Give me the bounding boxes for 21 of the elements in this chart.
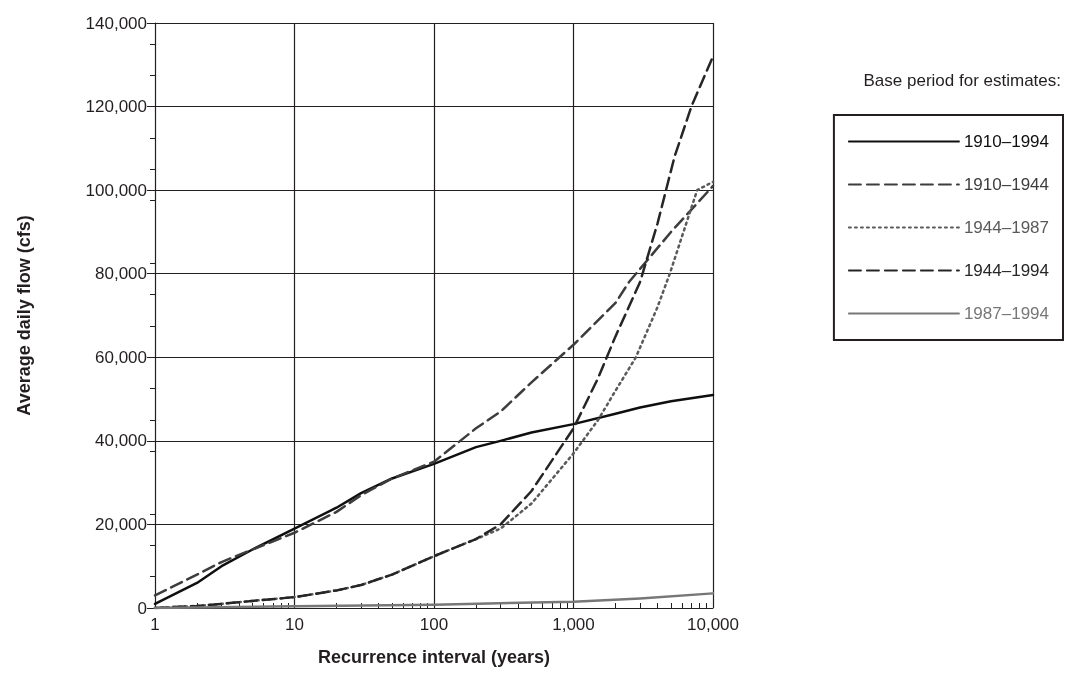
text: 1987–1994 (963, 304, 1049, 323)
x-tick-label: 1,000 (552, 615, 595, 634)
text: 1910–1944 (963, 175, 1049, 194)
text: 1944–1987 (963, 218, 1049, 237)
y-tick-label: 80,000 (95, 264, 147, 284)
x-tick-label: 10 (285, 615, 304, 634)
text: 1944–1994 (963, 261, 1049, 280)
x-tick-label: 1 (150, 615, 160, 634)
legend-title: Base period for estimates: (863, 71, 1061, 90)
y-tick-label: 100,000 (85, 180, 147, 200)
x-tick-label: 100 (419, 615, 449, 634)
y-tick-label: 60,000 (95, 347, 147, 367)
y-tick-label: 0 (137, 598, 147, 618)
x-axis-title: Recurrence interval (years) (317, 647, 551, 667)
y-tick-label: 40,000 (95, 431, 147, 451)
text: 1910–1994 (963, 132, 1049, 151)
y-tick-label: 20,000 (95, 514, 147, 534)
x-tick-label: 10,000 (687, 615, 739, 634)
y-axis-title: Average daily flow (cfs) (14, 215, 34, 416)
y-tick-label: 120,000 (85, 97, 147, 117)
y-tick-label: 140,000 (85, 13, 147, 33)
